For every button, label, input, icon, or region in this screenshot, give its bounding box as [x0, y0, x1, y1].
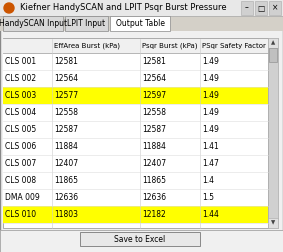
- Text: ▲: ▲: [271, 41, 275, 46]
- Text: DMA 009: DMA 009: [5, 193, 40, 202]
- Text: 11884: 11884: [54, 142, 78, 151]
- Text: 12597: 12597: [142, 91, 166, 100]
- Text: ×: ×: [272, 4, 278, 13]
- FancyBboxPatch shape: [0, 0, 283, 16]
- Text: Save to Excel: Save to Excel: [114, 235, 166, 243]
- Text: 11865: 11865: [54, 176, 78, 185]
- FancyBboxPatch shape: [3, 121, 268, 138]
- FancyBboxPatch shape: [0, 230, 283, 252]
- Text: 12587: 12587: [54, 125, 78, 134]
- FancyBboxPatch shape: [268, 38, 278, 48]
- Text: 12407: 12407: [142, 159, 166, 168]
- FancyBboxPatch shape: [3, 189, 268, 206]
- Text: 12587: 12587: [142, 125, 166, 134]
- FancyBboxPatch shape: [3, 16, 63, 31]
- Text: Kiefner HandySCAN and LPIT Psqr Burst Pressure: Kiefner HandySCAN and LPIT Psqr Burst Pr…: [20, 4, 227, 13]
- Text: 12581: 12581: [142, 57, 166, 66]
- Text: CLS 002: CLS 002: [5, 74, 36, 83]
- Text: CLS 008: CLS 008: [5, 176, 36, 185]
- Text: □: □: [257, 4, 265, 13]
- Text: Output Table: Output Table: [115, 19, 164, 28]
- Text: 11803: 11803: [54, 210, 78, 219]
- FancyBboxPatch shape: [241, 1, 253, 15]
- Text: 12581: 12581: [54, 57, 78, 66]
- Text: 11865: 11865: [142, 176, 166, 185]
- FancyBboxPatch shape: [3, 39, 268, 53]
- Text: CLS 010: CLS 010: [5, 210, 36, 219]
- FancyBboxPatch shape: [269, 48, 277, 62]
- Text: CLS 006: CLS 006: [5, 142, 36, 151]
- Text: 12558: 12558: [54, 108, 78, 117]
- Text: 12564: 12564: [54, 74, 78, 83]
- FancyBboxPatch shape: [80, 232, 200, 246]
- FancyBboxPatch shape: [3, 70, 268, 87]
- Text: 12558: 12558: [142, 108, 166, 117]
- Text: 1.5: 1.5: [202, 193, 214, 202]
- FancyBboxPatch shape: [65, 16, 108, 31]
- FancyBboxPatch shape: [3, 38, 268, 228]
- Text: LPIT Input: LPIT Input: [67, 19, 106, 28]
- Text: 1.47: 1.47: [202, 159, 219, 168]
- Text: 1.4: 1.4: [202, 176, 214, 185]
- Text: 11884: 11884: [142, 142, 166, 151]
- FancyBboxPatch shape: [0, 16, 283, 31]
- Text: 12577: 12577: [54, 91, 78, 100]
- Text: 1.49: 1.49: [202, 57, 219, 66]
- Text: Psqr Burst (kPa): Psqr Burst (kPa): [142, 43, 198, 49]
- Text: 1.49: 1.49: [202, 125, 219, 134]
- FancyBboxPatch shape: [3, 172, 268, 189]
- Text: 12407: 12407: [54, 159, 78, 168]
- Text: 12182: 12182: [142, 210, 166, 219]
- FancyBboxPatch shape: [268, 218, 278, 228]
- Text: CLS 003: CLS 003: [5, 91, 36, 100]
- Text: 1.49: 1.49: [202, 74, 219, 83]
- FancyBboxPatch shape: [3, 138, 268, 155]
- FancyBboxPatch shape: [268, 38, 278, 228]
- Text: CLS 004: CLS 004: [5, 108, 36, 117]
- Text: 12636: 12636: [54, 193, 78, 202]
- Text: CLS 007: CLS 007: [5, 159, 36, 168]
- Circle shape: [4, 3, 14, 13]
- FancyBboxPatch shape: [110, 16, 170, 31]
- Text: 12636: 12636: [142, 193, 166, 202]
- Text: PSqr Safety Factor: PSqr Safety Factor: [202, 43, 266, 49]
- Text: 1.44: 1.44: [202, 210, 219, 219]
- FancyBboxPatch shape: [3, 155, 268, 172]
- FancyBboxPatch shape: [3, 87, 268, 104]
- Text: HandySCAN Input: HandySCAN Input: [0, 19, 67, 28]
- Text: 1.49: 1.49: [202, 91, 219, 100]
- Text: ▼: ▼: [271, 220, 275, 226]
- Text: EffArea Burst (kPa): EffArea Burst (kPa): [54, 43, 120, 49]
- FancyBboxPatch shape: [3, 104, 268, 121]
- Text: 1.41: 1.41: [202, 142, 219, 151]
- FancyBboxPatch shape: [269, 1, 281, 15]
- Text: CLS 001: CLS 001: [5, 57, 36, 66]
- FancyBboxPatch shape: [255, 1, 267, 15]
- Text: CLS 005: CLS 005: [5, 125, 36, 134]
- FancyBboxPatch shape: [3, 53, 268, 70]
- Text: 1.49: 1.49: [202, 108, 219, 117]
- Text: –: –: [245, 4, 249, 13]
- FancyBboxPatch shape: [3, 206, 268, 223]
- Text: 12564: 12564: [142, 74, 166, 83]
